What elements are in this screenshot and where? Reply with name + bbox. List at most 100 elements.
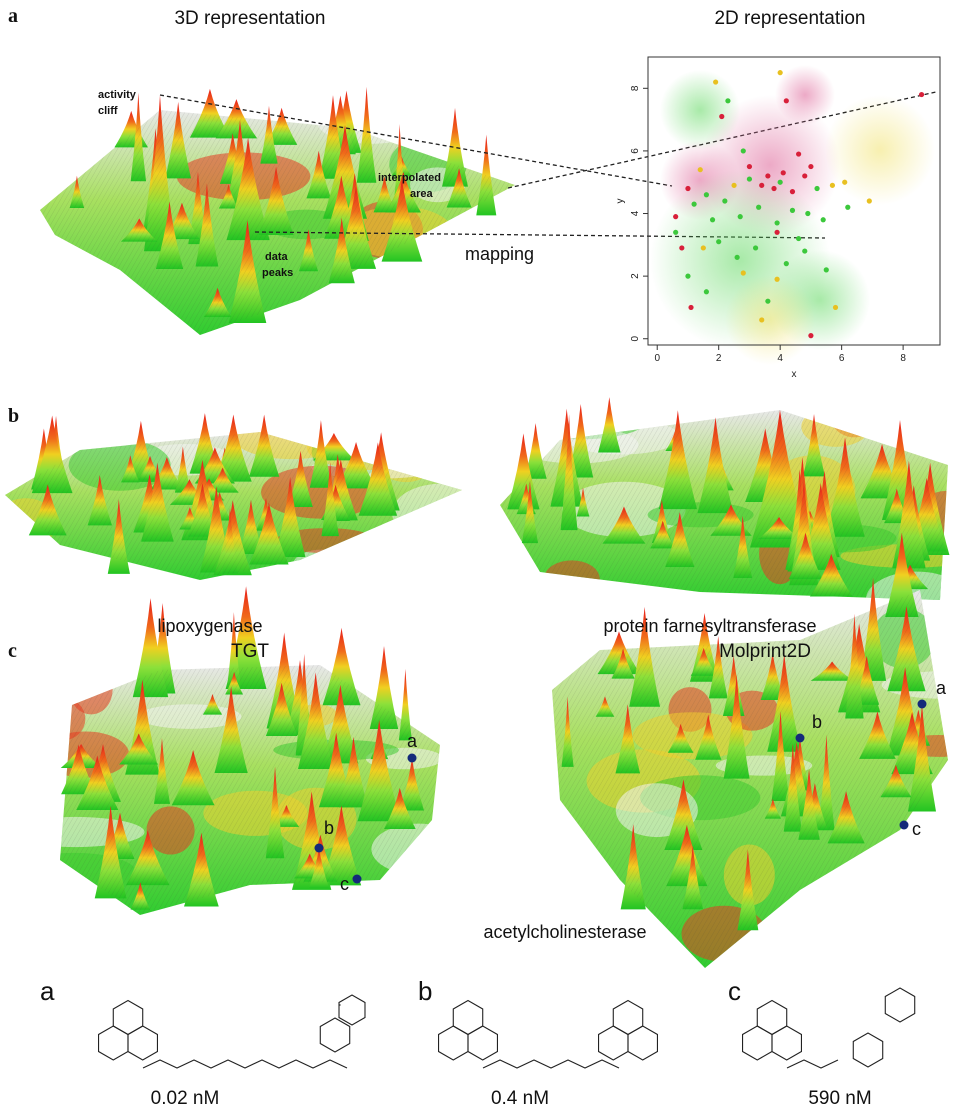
landscape-name: lipoxygenase	[157, 616, 262, 636]
x-tick-label: 2	[716, 353, 722, 364]
ring	[468, 1026, 497, 1060]
data-point	[833, 305, 838, 310]
annotation: area	[410, 188, 434, 200]
ring	[613, 1001, 642, 1035]
point-label: c	[912, 819, 921, 839]
title: 3D representation	[174, 8, 325, 29]
data-point	[673, 214, 678, 219]
data-point	[756, 205, 761, 210]
data-point	[673, 230, 678, 235]
data-point	[704, 192, 709, 197]
bond-chain	[787, 1060, 838, 1068]
data-point	[704, 289, 709, 294]
mesh	[40, 110, 515, 335]
data-point	[774, 220, 779, 225]
annotation: cliff	[98, 105, 118, 117]
activity-value: 590 nM	[808, 1088, 871, 1109]
bond-chain	[483, 1060, 619, 1068]
data-point	[771, 186, 776, 191]
x-tick-label: 4	[777, 353, 783, 364]
data-point	[774, 230, 779, 235]
ring	[320, 1018, 349, 1052]
x-axis-label: x	[792, 369, 797, 380]
data-point	[796, 236, 801, 241]
activity-value: 0.02 nM	[151, 1088, 220, 1109]
title: TGT	[231, 641, 269, 662]
ring	[743, 1026, 772, 1060]
data-point	[805, 211, 810, 216]
point-marker	[796, 734, 805, 743]
ring	[453, 1001, 482, 1035]
point-marker	[353, 875, 362, 884]
ring	[757, 1001, 786, 1035]
data-point	[725, 98, 730, 103]
panel-label: a	[8, 5, 18, 27]
density-shading	[775, 65, 835, 125]
ring	[339, 995, 365, 1025]
point-label: a	[407, 731, 418, 751]
data-point	[814, 186, 819, 191]
data-point	[765, 173, 770, 178]
ring	[599, 1026, 628, 1060]
point-marker	[408, 754, 417, 763]
data-point	[701, 245, 706, 250]
x-tick-label: 8	[900, 353, 906, 364]
data-point	[802, 173, 807, 178]
compound-label: c	[728, 976, 741, 1006]
ring	[628, 1026, 657, 1060]
data-point	[747, 176, 752, 181]
surface-patch	[6, 302, 75, 333]
data-point	[845, 205, 850, 210]
ring	[439, 1026, 468, 1060]
annotation: data	[265, 251, 289, 263]
point-label: b	[324, 818, 334, 838]
surface-patch	[435, 296, 512, 333]
mesh	[5, 432, 462, 580]
data-point	[759, 317, 764, 322]
landscape	[0, 410, 491, 581]
data-point	[821, 217, 826, 222]
data-point	[774, 277, 779, 282]
structures	[99, 988, 915, 1068]
data-point	[753, 245, 758, 250]
data-point	[698, 167, 703, 172]
data-point	[808, 164, 813, 169]
data-point	[713, 79, 718, 84]
activity-value: 0.4 nM	[491, 1088, 549, 1109]
data-point	[719, 114, 724, 119]
data-point	[808, 333, 813, 338]
surface-patch	[433, 104, 510, 141]
data-point	[759, 183, 764, 188]
panel-label: c	[8, 640, 17, 662]
data-point	[784, 98, 789, 103]
data-point	[685, 274, 690, 279]
point-marker	[315, 844, 324, 853]
ring	[99, 1026, 128, 1060]
data-point	[679, 245, 684, 250]
bond-chain	[143, 1060, 347, 1068]
x-tick-label: 0	[654, 353, 660, 364]
ring	[885, 988, 914, 1022]
annotation: interpolated	[378, 172, 441, 184]
annotation: peaks	[262, 267, 293, 279]
data-point	[830, 183, 835, 188]
y-axis-label: y	[615, 199, 626, 204]
data-point	[842, 180, 847, 185]
y-tick-label: 0	[630, 336, 641, 342]
data-point	[796, 151, 801, 156]
data-point	[741, 148, 746, 153]
point-label: a	[936, 678, 947, 698]
annotation: mapping	[465, 244, 534, 264]
data-point	[778, 70, 783, 75]
landscape	[6, 586, 466, 937]
data-point	[824, 267, 829, 272]
density-shading	[725, 275, 815, 365]
data-point	[790, 189, 795, 194]
y-tick-label: 2	[630, 273, 641, 279]
landscape	[500, 386, 956, 627]
figure: a 3D representation 2D representation ac…	[0, 0, 956, 1113]
surface-patch	[452, 269, 504, 315]
point-label: c	[340, 874, 349, 894]
data-point	[778, 180, 783, 185]
y-tick-label: 6	[630, 148, 641, 154]
